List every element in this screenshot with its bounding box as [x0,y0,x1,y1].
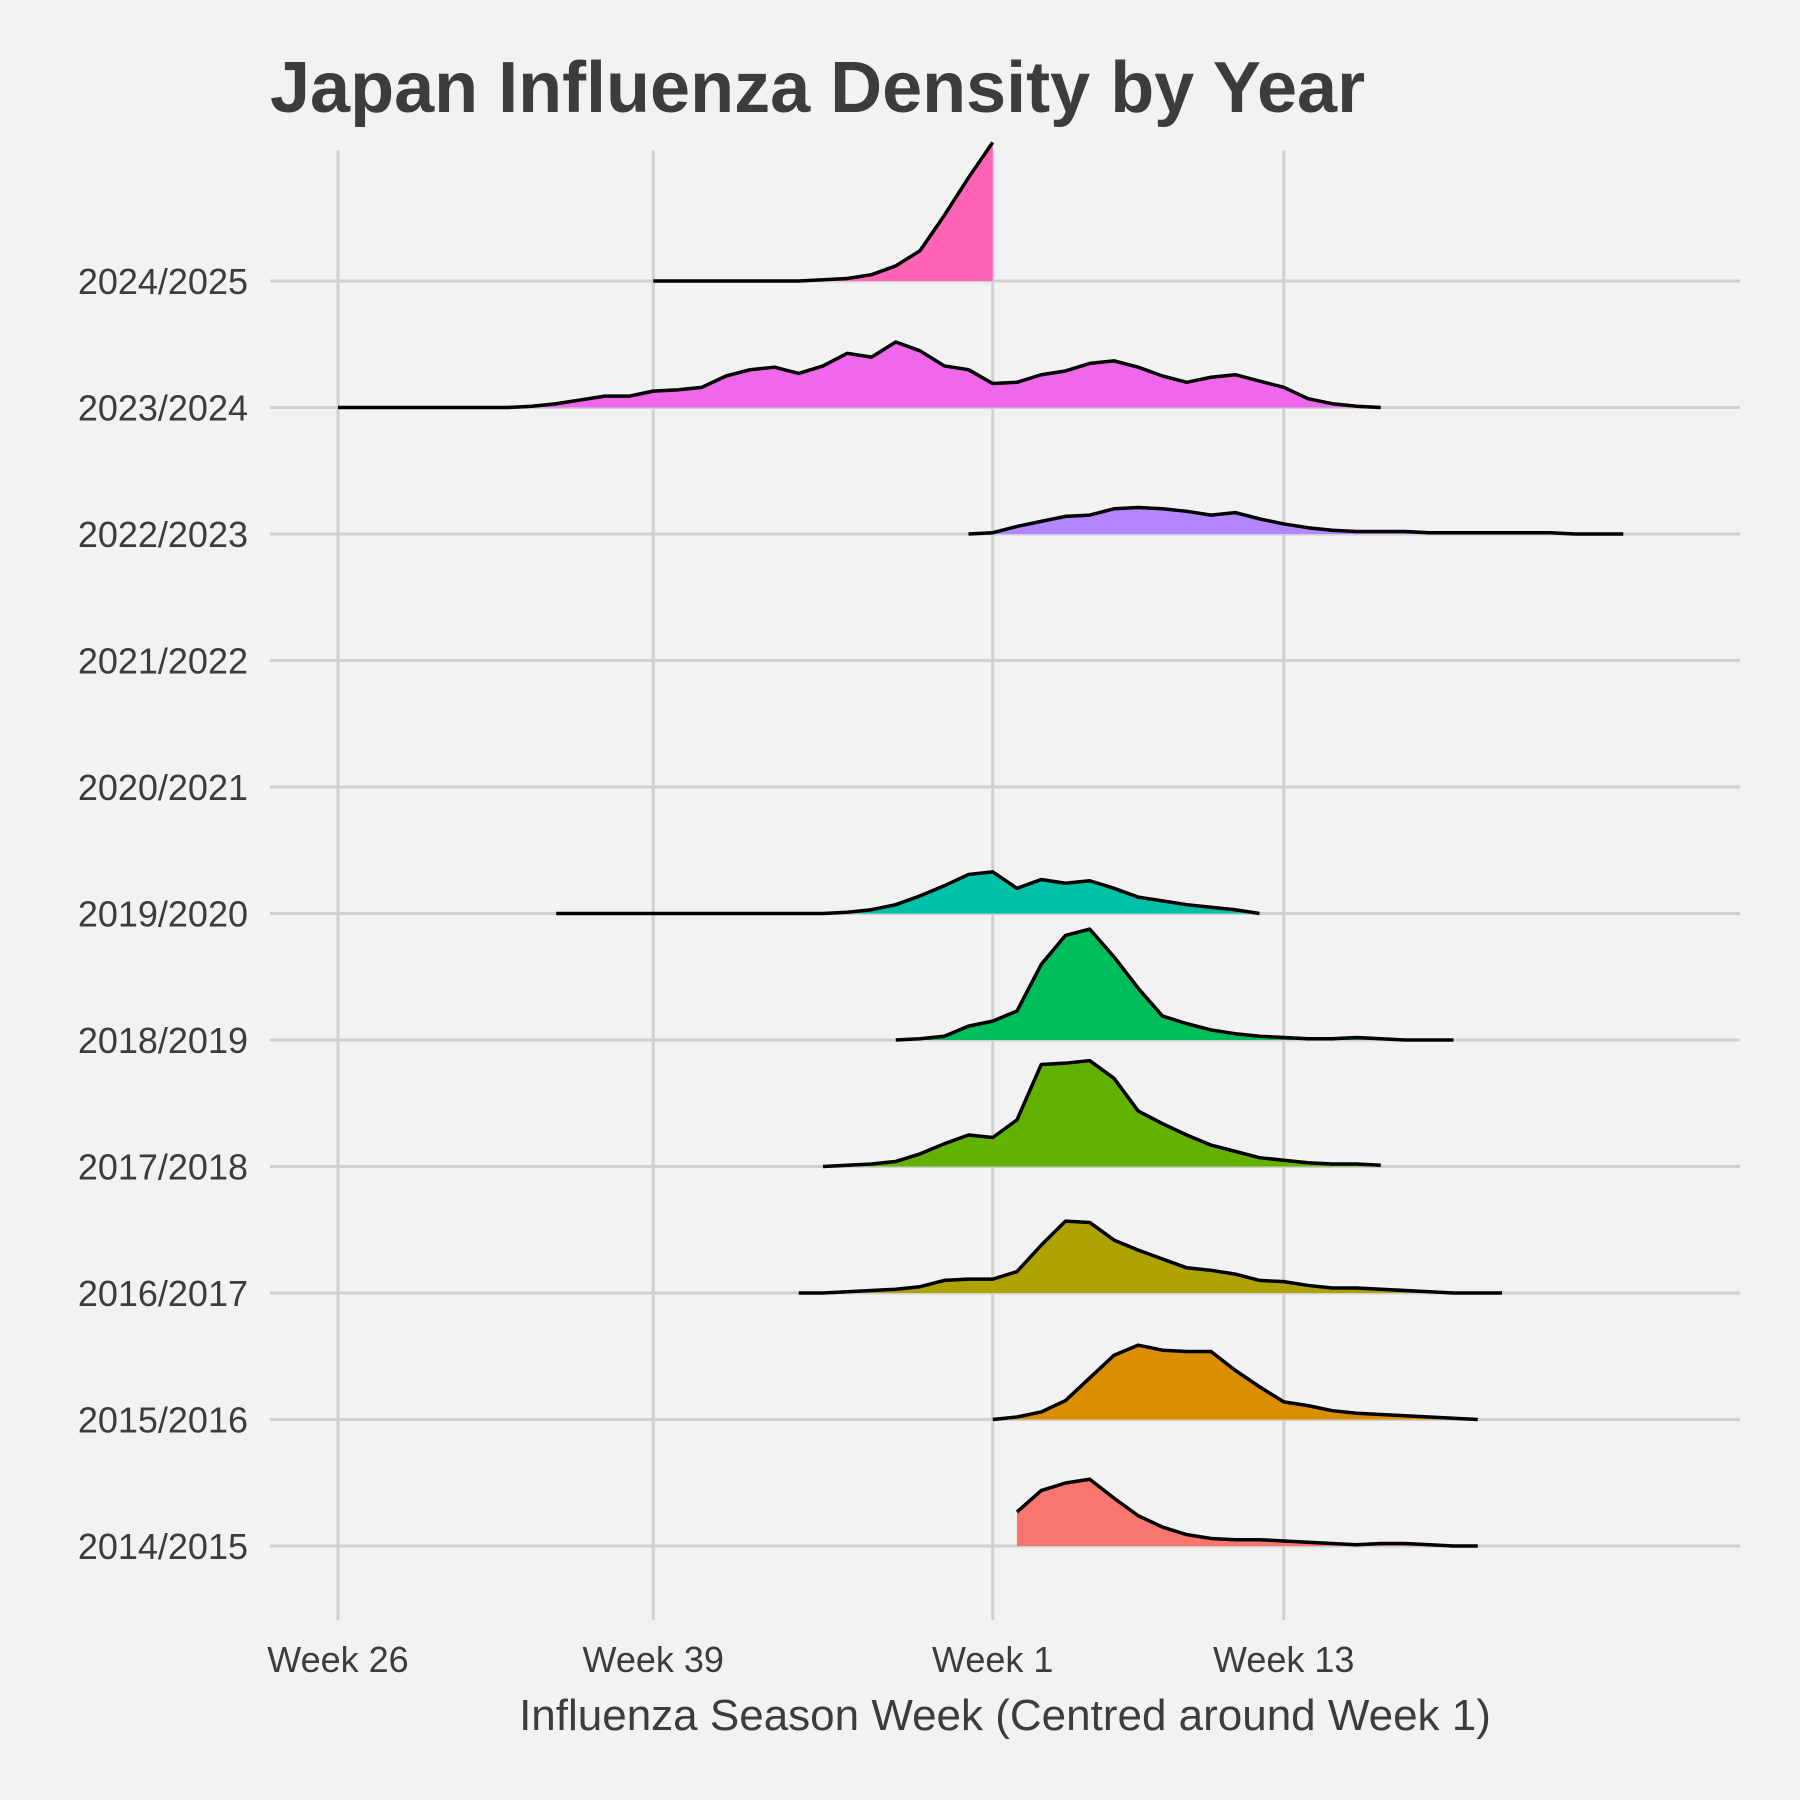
ridge-area [992,1345,1478,1420]
ridge-area [895,929,1454,1040]
ridge-line [992,1343,1478,1422]
ridge-line [798,1219,1502,1295]
ridge-line [968,505,1624,536]
ridge-line [556,870,1260,916]
y-tick-label: 2024/2025 [78,261,248,302]
y-tick-labels: 2014/2015 2015/2016 2016/2017 2017/2018 2018… [78,261,248,1567]
chart-title: Japan Influenza Density by Year [270,48,1365,128]
x-tick-label: Week 13 [1213,1639,1354,1680]
y-tick-label: 2019/2020 [78,894,248,935]
x-tick-label: Week 39 [583,1639,724,1680]
ridge-line [822,1058,1381,1169]
ridge-line [653,141,995,283]
y-tick-label: 2015/2016 [78,1400,248,1441]
ridge-line [338,340,1381,410]
x-tick-labels: Week 26 Week 39 Week 1 Week 13 [267,1639,1354,1680]
ridge-area [556,871,1260,914]
y-tick-label: 2020/2021 [78,767,248,808]
x-tick-label: Week 26 [267,1639,408,1680]
ridge-area [653,142,993,281]
x-tick-label: Week 1 [932,1639,1053,1680]
ridge-area [798,1221,1502,1293]
ridge-line [895,927,1454,1042]
y-tick-label: 2021/2022 [78,641,248,682]
y-tick-label: 2022/2023 [78,514,248,555]
ridge-area [823,1060,1381,1167]
y-tick-label: 2018/2019 [78,1020,248,1061]
ridges [338,141,1624,1548]
y-tick-label: 2023/2024 [78,388,248,429]
ridge-area [338,341,1381,408]
y-tick-label: 2016/2017 [78,1273,248,1314]
ridge-area [1017,1479,1478,1546]
ridge-area [968,507,1624,534]
y-tick-label: 2014/2015 [78,1526,248,1567]
ridge-line [1015,1477,1478,1548]
y-tick-label: 2017/2018 [78,1147,248,1188]
x-axis-label: Influenza Season Week (Centred around We… [519,1691,1491,1740]
